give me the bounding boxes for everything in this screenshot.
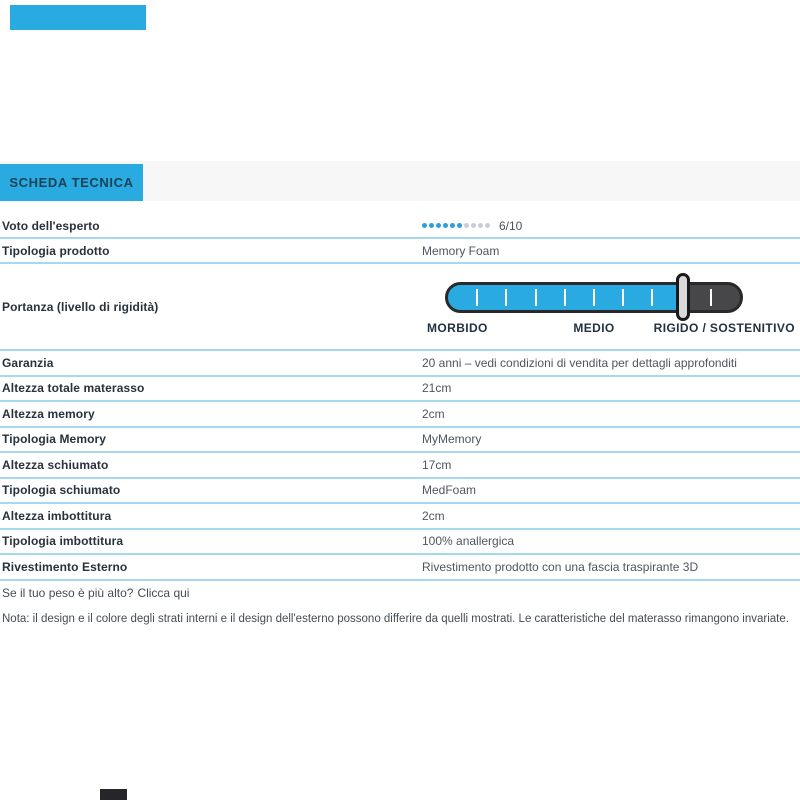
slider-label-medio: MEDIO [573, 321, 615, 335]
row-value: 2cm [422, 508, 445, 523]
slider-tick [593, 288, 595, 307]
row-label: Portanza (livello di rigidità) [2, 299, 159, 314]
rating-score: 6/10 [499, 218, 523, 233]
row-label: Altezza imbottitura [2, 508, 112, 523]
table-row-garanzia: Garanzia 20 anni – vedi condizioni di ve… [0, 351, 800, 377]
spec-table: Voto dell'esperto 6/10 Tipologia prodott… [0, 214, 800, 581]
tab-scheda-tecnica[interactable]: SCHEDA TECNICA [0, 164, 143, 201]
row-value: 21cm [422, 381, 452, 396]
partial-top-element [10, 5, 146, 30]
weight-question: Se il tuo peso è più alto? Clicca qui [2, 586, 189, 600]
table-row-tipologia-imbottitura: Tipologia imbottitura 100% anallergica [0, 529, 800, 555]
row-label: Tipologia imbottitura [2, 534, 124, 549]
table-row-tipologia-schiumato: Tipologia schiumato MedFoam [0, 478, 800, 504]
row-label: Voto dell'esperto [2, 218, 100, 233]
table-row-voto-esperto: Voto dell'esperto 6/10 [0, 214, 800, 239]
rating-dots [422, 223, 490, 228]
rating-dot-filled [422, 223, 427, 228]
rating-dot-filled [457, 223, 462, 228]
row-label: Tipologia schiumato [2, 483, 121, 498]
slider-tick [505, 288, 508, 307]
row-label: Garanzia [2, 355, 54, 370]
row-value: MORBIDO MEDIO RIGIDO / SOSTENITIVO [422, 264, 800, 349]
slider-tick [476, 288, 479, 307]
row-label: Altezza memory [2, 406, 95, 421]
slider-label-morbido: MORBIDO [427, 321, 488, 335]
slider-tick [534, 288, 537, 307]
weight-question-text: Se il tuo peso è più alto? [2, 586, 134, 600]
table-row-portanza: Portanza (livello di rigidità) MORBIDO M… [0, 264, 800, 351]
rating-dot-filled [443, 223, 448, 228]
rating-dot-empty [478, 223, 483, 228]
rating-dot-empty [471, 223, 476, 228]
row-value: 17cm [422, 457, 452, 472]
row-value: Rivestimento prodotto con una fascia tra… [422, 559, 699, 574]
row-value: 20 anni – vedi condizioni di vendita per… [422, 355, 737, 370]
tab-bar: SCHEDA TECNICA [0, 161, 800, 201]
row-value: MedFoam [422, 483, 477, 498]
table-row-altezza-memory: Altezza memory 2cm [0, 402, 800, 428]
slider-track [445, 282, 743, 313]
row-label: Rivestimento Esterno [2, 559, 128, 574]
rating-dot-filled [429, 223, 434, 228]
note-text: Nota: il design e il colore degli strati… [2, 613, 789, 625]
slider-label-rigido: RIGIDO / SOSTENITIVO [653, 321, 795, 335]
table-row-altezza-imbottitura: Altezza imbottitura 2cm [0, 504, 800, 530]
slider-tick [622, 288, 625, 307]
row-label: Altezza schiumato [2, 457, 109, 472]
rating-dot-empty [464, 223, 469, 228]
row-value: 100% anallergica [422, 534, 515, 549]
row-value: 6/10 [422, 219, 800, 233]
slider-tick [563, 288, 566, 307]
partial-bottom-element [100, 789, 127, 800]
table-row-rivestimento: Rivestimento Esterno Rivestimento prodot… [0, 555, 800, 581]
slider-tick [709, 288, 712, 307]
row-value: 2cm [422, 406, 445, 421]
row-label: Tipologia Memory [2, 432, 107, 447]
table-row-altezza-schiumato: Altezza schiumato 17cm [0, 453, 800, 479]
row-label: Altezza totale materasso [2, 381, 145, 396]
table-row-altezza-totale: Altezza totale materasso 21cm [0, 376, 800, 402]
clicca-qui-link[interactable]: Clicca qui [137, 586, 190, 600]
row-value: MyMemory [422, 432, 482, 447]
table-row-tipologia-memory: Tipologia Memory MyMemory [0, 427, 800, 453]
firmness-slider[interactable] [445, 264, 743, 351]
rating-dot-empty [485, 223, 490, 228]
slider-handle[interactable] [676, 273, 691, 321]
table-row-tipologia-prodotto: Tipologia prodotto Memory Foam [0, 239, 800, 264]
rating-dot-filled [450, 223, 455, 228]
row-value: Memory Foam [422, 243, 500, 258]
rating-dot-filled [436, 223, 441, 228]
row-label: Tipologia prodotto [2, 243, 110, 258]
slider-tick [651, 288, 654, 307]
